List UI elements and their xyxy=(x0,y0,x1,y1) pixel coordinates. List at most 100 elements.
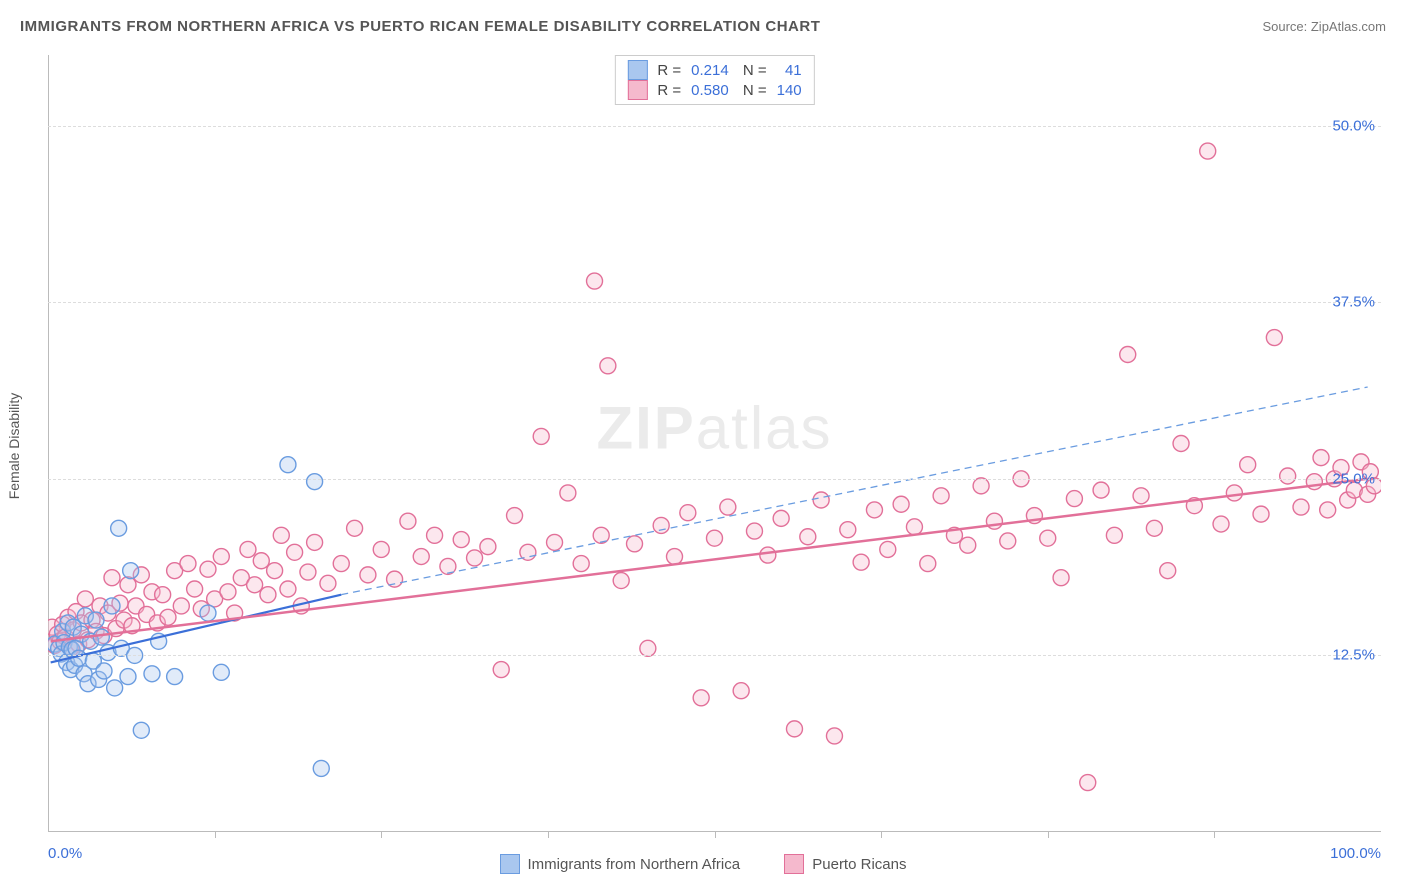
data-point xyxy=(1200,143,1216,159)
data-point xyxy=(573,556,589,572)
swatch-pr xyxy=(627,80,647,100)
x-tick-mark xyxy=(548,832,549,838)
data-point xyxy=(613,573,629,589)
x-tick-mark xyxy=(715,832,716,838)
data-point xyxy=(77,591,93,607)
r-value-pr: 0.580 xyxy=(691,82,729,99)
data-point xyxy=(307,474,323,490)
data-point xyxy=(1066,491,1082,507)
data-point xyxy=(167,669,183,685)
data-point xyxy=(707,530,723,546)
data-point xyxy=(720,499,736,515)
data-point xyxy=(240,541,256,557)
data-point xyxy=(120,669,136,685)
data-point xyxy=(155,587,171,603)
data-point xyxy=(307,534,323,550)
legend-row-pr: R = 0.580 N = 140 xyxy=(627,80,801,100)
data-point xyxy=(200,561,216,577)
scatter-chart: ZIPatlas R = 0.214 N = 41 R = 0.580 N = … xyxy=(48,55,1381,832)
data-point xyxy=(1160,563,1176,579)
data-point xyxy=(533,428,549,444)
data-point xyxy=(220,584,236,600)
swatch-naf xyxy=(627,60,647,80)
data-point xyxy=(427,527,443,543)
source-attribution: Source: ZipAtlas.com xyxy=(1262,19,1386,34)
data-point xyxy=(640,640,656,656)
y-tick-label: 12.5% xyxy=(1332,647,1375,664)
data-point xyxy=(733,683,749,699)
data-point xyxy=(213,664,229,680)
data-point xyxy=(786,721,802,737)
data-point xyxy=(507,508,523,524)
data-point xyxy=(104,598,120,614)
legend-bottom: Immigrants from Northern Africa Puerto R… xyxy=(0,854,1406,878)
data-point xyxy=(144,666,160,682)
data-point xyxy=(1120,346,1136,362)
data-point xyxy=(200,605,216,621)
data-point xyxy=(180,556,196,572)
legend-item-naf: Immigrants from Northern Africa xyxy=(500,854,741,874)
data-point xyxy=(400,513,416,529)
data-point xyxy=(280,457,296,473)
data-point xyxy=(773,510,789,526)
data-point xyxy=(493,662,509,678)
gridline xyxy=(48,302,1381,303)
data-point xyxy=(693,690,709,706)
data-point xyxy=(840,522,856,538)
data-point xyxy=(120,577,136,593)
legend-item-pr: Puerto Ricans xyxy=(784,854,906,874)
data-point xyxy=(653,517,669,533)
source-link[interactable]: ZipAtlas.com xyxy=(1311,19,1386,34)
x-tick-mark xyxy=(1048,832,1049,838)
data-point xyxy=(600,358,616,374)
series-label-pr: Puerto Ricans xyxy=(812,856,906,873)
data-point xyxy=(173,598,189,614)
data-point xyxy=(273,527,289,543)
data-point xyxy=(160,609,176,625)
data-point xyxy=(893,496,909,512)
x-tick-mark xyxy=(215,832,216,838)
data-point xyxy=(260,587,276,603)
data-point xyxy=(826,728,842,744)
data-point xyxy=(347,520,363,536)
data-point xyxy=(627,536,643,552)
data-point xyxy=(1146,520,1162,536)
data-point xyxy=(107,680,123,696)
data-point xyxy=(746,523,762,539)
gridline xyxy=(48,655,1381,656)
data-point xyxy=(1293,499,1309,515)
y-axis-label: Female Disability xyxy=(6,393,22,500)
data-point xyxy=(104,570,120,586)
x-tick-mark xyxy=(381,832,382,838)
data-point xyxy=(800,529,816,545)
data-point xyxy=(1106,527,1122,543)
data-point xyxy=(247,577,263,593)
data-point xyxy=(1266,330,1282,346)
data-point xyxy=(93,629,109,645)
x-tick-mark xyxy=(1214,832,1215,838)
data-point xyxy=(96,663,112,679)
data-point xyxy=(680,505,696,521)
data-point xyxy=(320,575,336,591)
data-point xyxy=(866,502,882,518)
swatch-pr-icon xyxy=(784,854,804,874)
data-point xyxy=(920,556,936,572)
data-point xyxy=(853,554,869,570)
data-point xyxy=(1053,570,1069,586)
data-point xyxy=(313,760,329,776)
data-point xyxy=(560,485,576,501)
data-point xyxy=(813,492,829,508)
data-point xyxy=(111,520,127,536)
n-value-naf: 41 xyxy=(777,62,802,79)
data-point xyxy=(1093,482,1109,498)
data-point xyxy=(253,553,269,569)
chart-svg xyxy=(48,55,1381,832)
legend-row-naf: R = 0.214 N = 41 xyxy=(627,60,801,80)
data-point xyxy=(1253,506,1269,522)
data-point xyxy=(300,564,316,580)
data-point xyxy=(1133,488,1149,504)
data-point xyxy=(267,563,283,579)
data-point xyxy=(933,488,949,504)
trend-line-pr xyxy=(51,479,1368,641)
data-point xyxy=(333,556,349,572)
